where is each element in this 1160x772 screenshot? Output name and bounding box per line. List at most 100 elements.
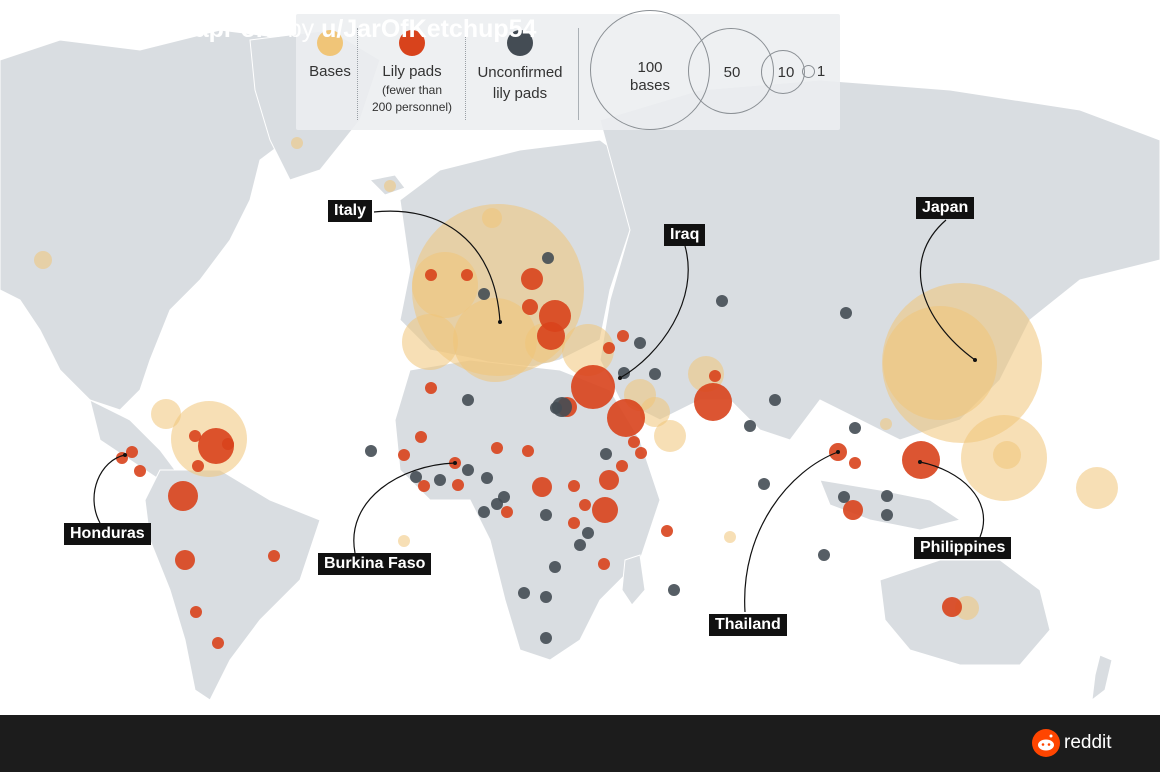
unconfirmed-marker xyxy=(649,368,661,380)
unconfirmed-marker xyxy=(716,295,728,307)
lily-pad-marker xyxy=(694,383,732,421)
unconfirmed-marker xyxy=(818,549,830,561)
lily-pad-marker xyxy=(902,441,940,479)
lily-pad-marker xyxy=(398,449,410,461)
size-label-100-unit: bases xyxy=(629,77,671,94)
footer-by: by xyxy=(280,15,322,43)
philippines-leader-line xyxy=(919,461,985,538)
unconfirmed-marker xyxy=(758,478,770,490)
unconfirmed-marker xyxy=(478,506,490,518)
lily-pad-marker xyxy=(189,430,201,442)
legend-unconfirmed: Unconfirmed lily pads xyxy=(466,30,574,104)
land-south-america xyxy=(144,469,321,701)
lily-pad-marker xyxy=(190,606,202,618)
unconfirmed-marker xyxy=(838,491,850,503)
unconfirmed-marker xyxy=(840,307,852,319)
lily-pad-marker xyxy=(522,299,538,315)
lily-pad-marker xyxy=(571,365,615,409)
lily-pad-marker xyxy=(461,269,473,281)
legend-lily-pads-label: Lily pads xyxy=(382,63,442,80)
base-marker xyxy=(562,324,614,376)
legend-lily-pads-sub1: (fewer than xyxy=(381,83,443,97)
base-marker xyxy=(654,420,686,452)
unconfirmed-marker xyxy=(618,367,630,379)
lily-pad-marker xyxy=(849,457,861,469)
lily-pad-marker xyxy=(268,550,280,562)
unconfirmed-marker xyxy=(365,445,377,457)
lily-pad-marker xyxy=(212,637,224,649)
iraq-leader-line xyxy=(619,245,689,379)
size-label-10: 10 xyxy=(777,64,795,81)
size-label-100: 100 bases xyxy=(616,59,684,95)
land-asia xyxy=(599,79,1160,441)
lily-pad-marker xyxy=(501,506,513,518)
callout-japan: Japan xyxy=(916,197,975,219)
unconfirmed-marker xyxy=(542,252,554,264)
base-marker xyxy=(883,306,997,420)
lily-pad-marker xyxy=(579,499,591,511)
base-marker xyxy=(880,418,892,430)
lily-pad-marker xyxy=(134,465,146,477)
callout-pointer-dot xyxy=(918,460,922,464)
legend-bases: Bases xyxy=(300,30,360,82)
callout-pointer-dot xyxy=(973,358,977,362)
lily-pad-marker xyxy=(592,497,618,523)
lily-pad-marker xyxy=(425,382,437,394)
unconfirmed-marker xyxy=(881,490,893,502)
unconfirmed-marker xyxy=(462,464,474,476)
lily-pad-marker xyxy=(598,558,610,570)
lily-pad-marker xyxy=(661,525,673,537)
lily-pad-marker xyxy=(532,477,552,497)
unconfirmed-marker xyxy=(540,632,552,644)
unconfirmed-marker xyxy=(881,509,893,521)
base-marker xyxy=(640,397,670,427)
base-marker xyxy=(688,356,724,392)
unconfirmed-marker xyxy=(582,527,594,539)
base-marker xyxy=(151,399,181,429)
lily-pads-swatch xyxy=(399,30,425,56)
unconfirmed-marker xyxy=(540,509,552,521)
legend-unconfirmed-label1: Unconfirmed xyxy=(477,64,563,81)
japan-leader-line xyxy=(919,219,976,361)
callout-pointer-dot xyxy=(453,461,457,465)
lily-pad-marker xyxy=(942,597,962,617)
unconfirmed-marker xyxy=(540,591,552,603)
legend-divider xyxy=(465,28,466,120)
reddit-logo-icon xyxy=(1032,729,1060,757)
unconfirmed-marker xyxy=(478,288,490,300)
legend-divider xyxy=(578,28,579,120)
callout-burkina-faso: Burkina Faso xyxy=(318,553,432,575)
bases-swatch xyxy=(317,30,343,56)
lily-pad-marker xyxy=(607,399,645,437)
unconfirmed-marker xyxy=(518,587,530,599)
callout-italy: Italy xyxy=(328,200,373,222)
base-marker xyxy=(398,535,410,547)
land-north-america xyxy=(0,29,331,411)
base-marker xyxy=(1076,467,1118,509)
lily-pad-marker xyxy=(168,481,198,511)
user-link[interactable]: u/JarOfKetchup54 xyxy=(321,15,537,43)
subreddit-link[interactable]: r/MapPorn xyxy=(157,15,281,43)
callout-pointer-dot xyxy=(836,450,840,454)
lily-pad-marker xyxy=(709,370,721,382)
unconfirmed-marker xyxy=(744,420,756,432)
legend-bases-label: Bases xyxy=(309,63,351,80)
lily-pad-marker xyxy=(628,436,640,448)
base-marker xyxy=(955,596,979,620)
callout-honduras: Honduras xyxy=(64,523,151,545)
base-marker xyxy=(291,137,303,149)
unconfirmed-marker xyxy=(434,474,446,486)
honduras-leader-line xyxy=(93,454,126,524)
lily-pad-marker xyxy=(521,268,543,290)
unconfirmed-marker xyxy=(410,471,422,483)
reddit-wordmark: reddit xyxy=(1064,732,1112,753)
base-marker xyxy=(412,252,478,318)
lily-pad-marker xyxy=(635,447,647,459)
callout-pointer-dot xyxy=(498,320,502,324)
callout-philippines: Philippines xyxy=(914,537,1012,559)
unconfirmed-marker xyxy=(574,539,586,551)
base-marker xyxy=(384,180,396,192)
callout-thailand: Thailand xyxy=(709,614,787,636)
unconfirmed-marker xyxy=(849,422,861,434)
land-new-zealand xyxy=(1091,654,1113,702)
